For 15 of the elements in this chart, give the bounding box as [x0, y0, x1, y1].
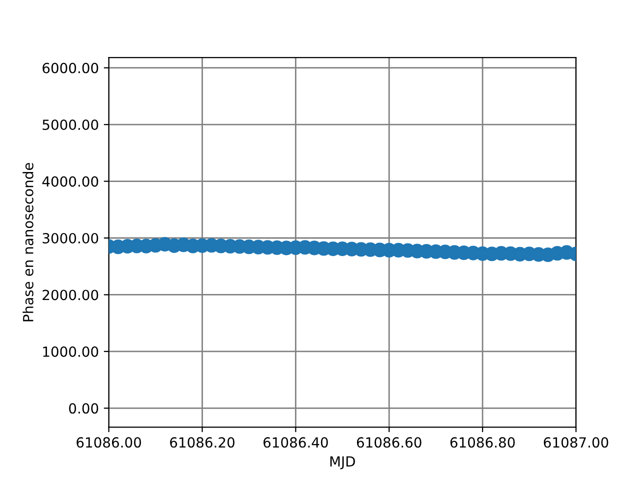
x-tick-label: 61086.20 [170, 437, 234, 448]
y-tick-label: 3000.00 [42, 232, 98, 244]
y-tick-label: 2000.00 [42, 290, 98, 300]
y-axis-title: Phase en nanoseconde [22, 162, 34, 322]
x-tick-label: 61086.60 [356, 437, 422, 448]
y-tick-label: 4000.00 [42, 176, 98, 187]
x-tick-label: 61087.00 [544, 437, 608, 448]
x-tick-label: 61086.40 [264, 437, 328, 448]
y-tick-label: 0.00 [69, 403, 98, 414]
x-axis-title: MJD [330, 456, 355, 470]
x-tick-label: 61086.80 [450, 437, 515, 448]
y-tick-label: 5000.00 [42, 120, 98, 130]
y-tick-label: 1000.00 [43, 346, 98, 357]
y-tick-label: 6000.00 [42, 62, 98, 74]
x-tick-label: 61086.00 [76, 437, 142, 448]
